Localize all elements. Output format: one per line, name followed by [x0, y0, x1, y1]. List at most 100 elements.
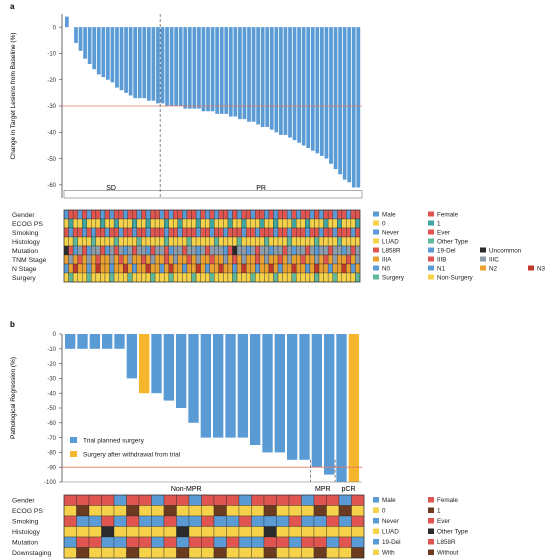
panel-b-heatmap-cell	[76, 505, 90, 517]
panel-a-heatmap-cell	[113, 209, 119, 220]
panel-a-heatmap-cell	[346, 236, 352, 247]
panel-a-heatmap-cell	[255, 218, 260, 229]
panel-a-heatmap-cell	[150, 227, 156, 238]
panel-a-heatmap-cell	[100, 209, 106, 220]
panel-a-bar	[260, 27, 265, 128]
panel-b-y-axis-title: Pathological Regression (%)	[10, 357, 17, 439]
panel-a-heatmap-cell	[100, 263, 106, 274]
panel-a-heatmap-cell	[91, 263, 97, 274]
panel-b-bar-legend-label: Surgery after withdrawal from trial	[83, 452, 181, 459]
panel-a-bar	[356, 27, 361, 188]
panel-a-heatmap-cell	[118, 254, 124, 265]
panel-a-heatmap-cell	[268, 227, 274, 238]
panel-b-heatmap-cell	[276, 515, 290, 527]
panel-a-bar	[320, 27, 324, 156]
panel-b-bar	[348, 334, 360, 482]
panel-a-heatmap-cell	[63, 227, 69, 238]
panel-a-heatmap-cell	[350, 209, 356, 220]
panel-a-heatmap-cell	[113, 227, 119, 238]
panel-b-bar	[299, 334, 310, 460]
panel-b-group-mpr: MPR	[315, 486, 331, 493]
panel-a-heatmap-cell	[177, 218, 183, 229]
panel-b-heatmap-cell	[213, 494, 227, 506]
panel-b-bar	[102, 334, 113, 349]
panel-a-heatmap-cell	[86, 209, 92, 220]
panel-a-legend-label: IIIB	[437, 257, 446, 264]
panel-b-heatmap-cell	[138, 505, 152, 517]
panel-a-heatmap-cell	[82, 245, 87, 256]
panel-a-heatmap-cell	[159, 272, 165, 283]
panel-b-heatmap-cell	[338, 536, 352, 548]
panel-a-heatmap-cell	[204, 272, 210, 283]
panel-a-heatmap-cell	[118, 272, 124, 283]
panel-a-bar	[187, 27, 192, 109]
panel-a-bar	[206, 27, 210, 112]
panel-a-heatmap-cell	[118, 263, 124, 274]
panel-a-heatmap-cell	[77, 218, 83, 229]
panel-a-heatmap-cell	[236, 236, 242, 247]
panel-a-heatmap-cell	[264, 209, 270, 220]
panel-a-heatmap-cell	[77, 245, 83, 256]
panel-a-heatmap-cell	[214, 236, 220, 247]
panel-a-heatmap-cell	[186, 272, 192, 283]
panel-b-y-tick-label: -20	[47, 362, 56, 368]
panel-a-heatmap-cell	[109, 218, 115, 229]
panel-a-bar	[342, 27, 347, 180]
panel-a-bar	[169, 27, 174, 107]
panel-a-heatmap-cell	[154, 218, 160, 229]
panel-a-bar	[87, 27, 92, 64]
panel-a-heatmap-cell	[282, 218, 288, 229]
panel-a-heatmap-cell	[227, 272, 233, 283]
panel-a-heatmap-cell	[305, 272, 311, 283]
panel-a-heatmap-cell	[104, 254, 110, 265]
panel-b-heatmap-cell	[288, 536, 302, 548]
panel-a-heatmap-cell	[191, 236, 197, 247]
panel-b-heatmap-cell	[151, 505, 165, 517]
panel-b-bar	[262, 334, 273, 453]
panel-a-heatmap-cell	[91, 272, 97, 283]
panel-a-legend-label: Female	[437, 212, 458, 219]
panel-a-heatmap-cell	[168, 263, 174, 274]
panel-a-heatmap-cell	[127, 227, 133, 238]
panel-b-heatmap-cell	[138, 547, 152, 559]
panel-a-heatmap-cell	[282, 227, 288, 238]
panel-a-heatmap-cell	[118, 209, 124, 220]
panel-a-heatmap-cell	[286, 209, 292, 220]
panel-a-bar	[156, 27, 160, 104]
panel-a-heatmap-cell	[309, 254, 315, 265]
panel-b-heatmap-cell	[88, 536, 102, 548]
panel-a-bar	[165, 27, 169, 107]
panel-b-heatmap-cell	[338, 515, 352, 527]
panel-a-legend-label: N0	[382, 266, 391, 273]
panel-a-heatmap-cell	[241, 263, 247, 274]
panel-a-heatmap-cell	[132, 263, 138, 274]
panel-b-heatmap-cell	[251, 494, 265, 506]
panel-b-heatmap-cell	[213, 505, 227, 517]
panel-a-heatmap-cell	[318, 236, 324, 247]
panel-a-heatmap-cell	[314, 245, 320, 256]
panel-b-heatmap-cell	[176, 526, 190, 538]
panel-a-heatmap-cell	[323, 272, 329, 283]
panel-a-heatmap-cell	[227, 227, 233, 238]
panel-a-heatmap-cell	[200, 263, 206, 274]
panel-a-heatmap-cell	[277, 254, 283, 265]
panel-a-heatmap-cell	[223, 245, 229, 256]
panel-a-heatmap-cell	[186, 245, 192, 256]
panel-b-heatmap-cell	[188, 494, 202, 506]
panel-a-legend-swatch	[428, 256, 434, 262]
panel-a-heatmap-cell	[209, 218, 215, 229]
panel-b-bar	[176, 334, 187, 408]
panel-a-legend-swatch	[428, 274, 434, 280]
panel-b-bar	[336, 334, 347, 482]
panel-b-heatmap-cell	[201, 526, 215, 538]
panel-a-heatmap-cell	[72, 236, 78, 247]
panel-a-heatmap-cell	[296, 263, 301, 274]
panel-a-heatmap-cell	[305, 245, 311, 256]
panel-a-heatmap-cell	[273, 254, 279, 265]
panel-a-heatmap-cell	[259, 236, 265, 247]
panel-b-heatmap-cell	[213, 547, 227, 559]
panel-a-heatmap-cell	[132, 272, 138, 283]
panel-a-heatmap-cell	[355, 263, 361, 274]
panel-b-heatmap-cell	[326, 536, 340, 548]
panel-b-heatmap-cell	[88, 547, 102, 559]
